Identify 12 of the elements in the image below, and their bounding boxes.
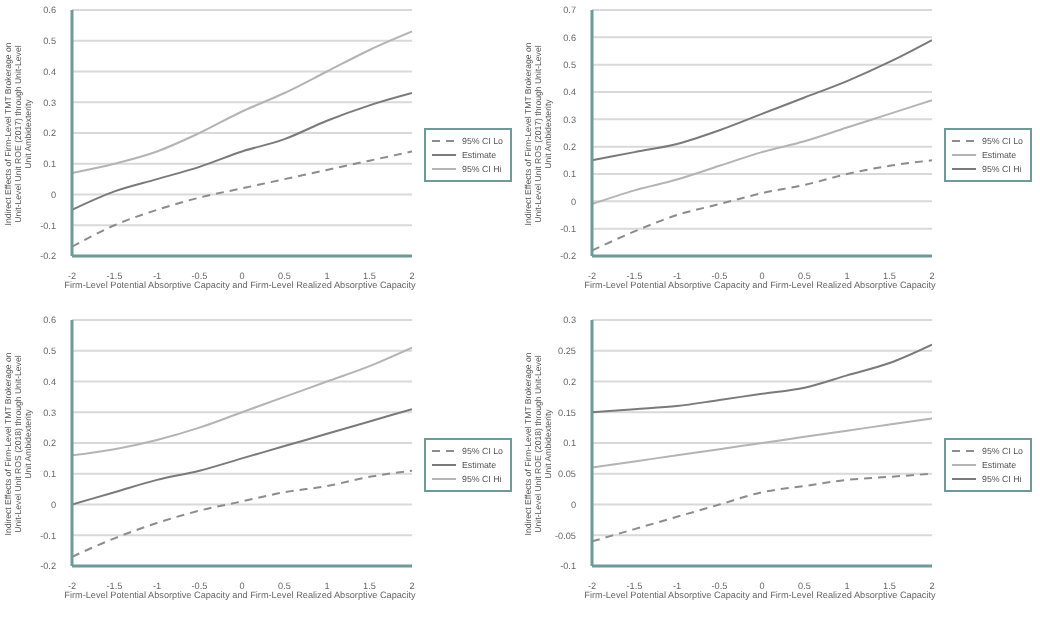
line-series [72,346,412,457]
line-series [592,39,932,162]
line-series [592,417,932,469]
line-series [592,159,932,252]
line-series [72,469,412,558]
line-series [72,150,412,248]
line-series [592,472,932,543]
line-series [592,343,932,414]
line-series [592,99,932,206]
line-series [72,408,412,506]
line-series [72,92,412,211]
line-series [72,30,412,174]
